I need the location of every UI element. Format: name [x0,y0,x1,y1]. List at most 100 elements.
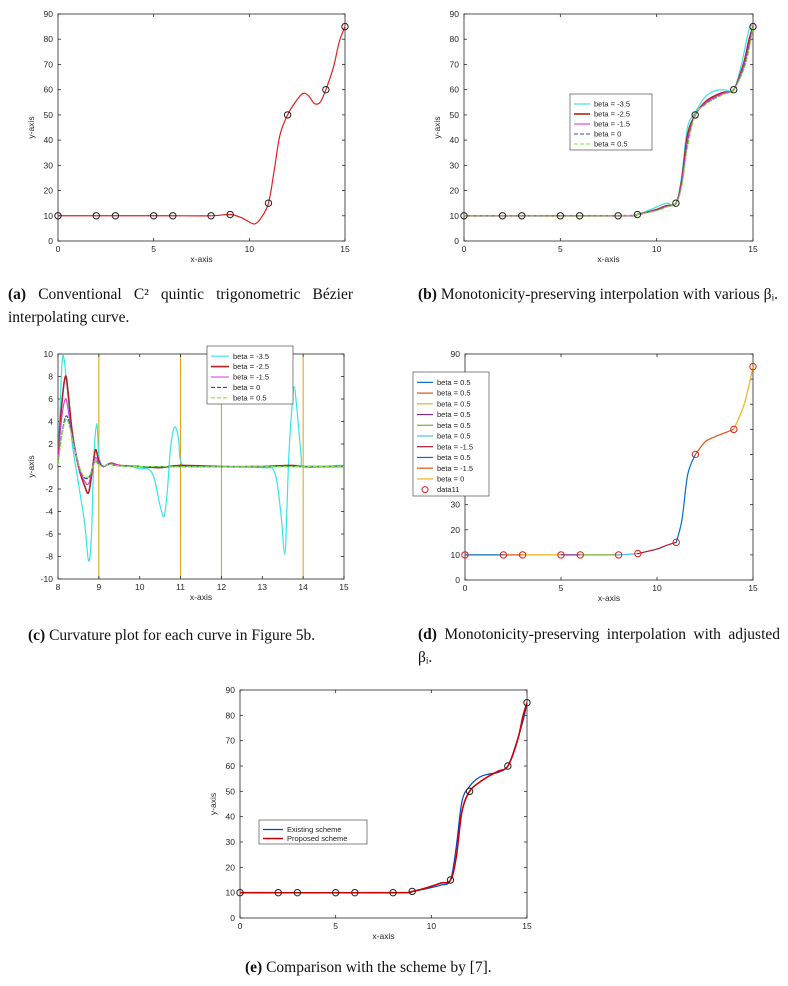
plot-area [239,689,528,919]
chart-e: 0 5 10 15 0 10 20 30 40 50 60 70 80 90 x-axis y-axis Exi… [208,685,532,941]
y-tick-label: 4 [48,417,53,427]
x-tick-label: 15 [340,244,350,254]
y-tick-label: -10 [41,574,54,584]
series-line-0 [58,26,345,225]
data-point-marker [169,212,177,220]
y-tick-label: 40 [44,135,54,145]
caption-e: (e) Comparison with the scheme by [7]. [245,956,575,979]
y-tick-label: 0 [454,236,459,246]
legend-label: beta = 0.5 [594,140,628,149]
data-point-marker [111,212,120,220]
x-tick-label: 5 [151,244,156,254]
caption-b-label: (b) [418,286,437,303]
y-tick-label: 0 [455,575,460,585]
data-point-marker [518,212,526,220]
y-tick-label: -6 [45,529,53,539]
data-point-marker [331,888,340,897]
y-tick-label: 30 [450,160,460,170]
plot-area [57,13,346,242]
caption-a-label: (a) [8,286,27,303]
x-axis-label: x-axis [190,592,212,602]
data-point-marker [465,787,474,796]
caption-e-label: (e) [245,959,263,976]
y-tick-label: 8 [48,372,53,382]
x-tick-label: 5 [559,583,564,593]
data-point-marker [498,212,507,220]
series-line-6 [637,541,677,555]
y-tick-label: 20 [226,862,236,872]
data-point-marker [672,199,680,207]
y-tick-label: 0 [230,913,235,923]
legend-label: beta = -3.5 [594,100,630,109]
data-point-marker [322,85,330,94]
y-tick-label: 70 [44,59,54,69]
data-point-marker [54,212,62,220]
y-tick-label: 80 [450,34,460,44]
caption-b-text: Monotonicity-preserving interpolation wi… [440,286,778,303]
data-point-marker [614,212,622,220]
y-tick-label: 10 [451,550,461,560]
legend-label: beta = 0.5 [437,389,471,398]
data-point-marker [557,551,565,559]
data-point-marker [446,876,455,884]
x-tick-label: 8 [56,582,61,592]
series-group [58,354,344,562]
data-point-marker [749,22,757,31]
data-point-marker [634,549,642,558]
x-tick-label: 15 [748,583,758,593]
y-tick-label: -2 [45,484,53,494]
x-axis-label: x-axis [190,254,212,264]
y-tick-label: 50 [226,786,236,796]
y-tick-label: 20 [451,525,461,535]
x-tick-label: 10 [652,583,662,593]
data-point-marker [283,111,292,119]
y-tick-label: 50 [450,110,460,120]
data-point-marker [691,111,699,119]
chart-panel-d: 0510150102030405060708090x-axisy-axisbet… [410,340,788,615]
x-tick-label: 15 [522,921,532,931]
chart-panel-e: 0 5 10 15 0 10 20 30 40 50 60 70 80 90 x-axis y-axis Exi… [190,678,550,953]
y-tick-label: 10 [226,888,236,898]
y-tick-label: -8 [45,552,53,562]
x-axis-label: x-axis [372,931,394,941]
data-point-marker [149,212,158,220]
chart-a: 0 5 10 15 0 10 20 30 40 50 60 70 80 90 x-axis y-axis [26,9,350,264]
series-line-0 [58,354,344,562]
data-point-marker [341,22,349,31]
legend-label: beta = 0.5 [437,410,471,419]
data-point-marker [575,212,584,220]
series-group [58,26,345,225]
data-point-marker [504,762,512,770]
data-point-marker [499,551,508,559]
data-point-marker [226,210,234,219]
y-tick-label: 6 [48,394,53,404]
y-tick-label: 60 [450,85,460,95]
legend-label: beta = 0.5 [437,432,471,441]
y-tick-label: 60 [44,85,54,95]
series-line-9 [733,365,753,430]
caption-e-text: Comparison with the scheme by [7]. [266,959,492,976]
legend-label: beta = -2.5 [233,362,269,371]
y-tick-label: 70 [226,736,236,746]
chart-b: 0 5 10 15 0 10 20 30 40 50 60 70 80 90 x-axis y-axis bet… [432,9,758,264]
y-tick-label: 60 [226,761,236,771]
data-point-marker [408,887,416,896]
series-line-1 [240,701,527,894]
data-point-marker [274,888,282,897]
data-point-marker [556,212,565,220]
x-tick-label: 10 [135,582,145,592]
x-tick-label: 5 [558,244,563,254]
y-axis-label: y-axis [26,116,36,138]
y-tick-label: 10 [450,211,460,221]
y-tick-label: 70 [450,59,460,69]
series-line-8 [694,428,735,456]
data-point-marker [576,551,584,559]
y-tick-label: 10 [44,349,54,359]
caption-d: (d) Monotonicity-preserving interpolatio… [418,623,780,669]
caption-c-text: Curvature plot for each curve in Figure … [49,627,316,644]
legend-label: beta = 0.5 [437,378,471,387]
y-tick-label: 30 [44,160,54,170]
x-tick-label: 11 [176,582,185,592]
legend-box [258,819,368,845]
